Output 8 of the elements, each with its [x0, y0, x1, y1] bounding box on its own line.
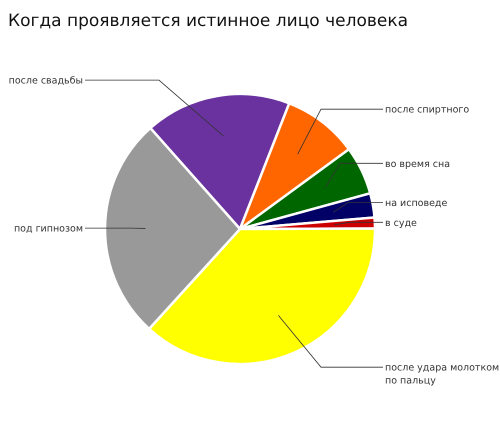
slice-label: под гипнозом	[14, 224, 83, 235]
slice-label: после удара молотком по пальцу	[385, 362, 500, 387]
slice-label: после спиртного	[385, 104, 470, 116]
slice-label: на исповеде	[385, 198, 448, 209]
slice-label: во время сна	[385, 158, 450, 170]
chart-title: Когда проявляется истинное лицо человека	[8, 11, 408, 31]
slice-label: после свадьбы	[8, 76, 83, 87]
slice-label: в суде	[385, 218, 418, 229]
